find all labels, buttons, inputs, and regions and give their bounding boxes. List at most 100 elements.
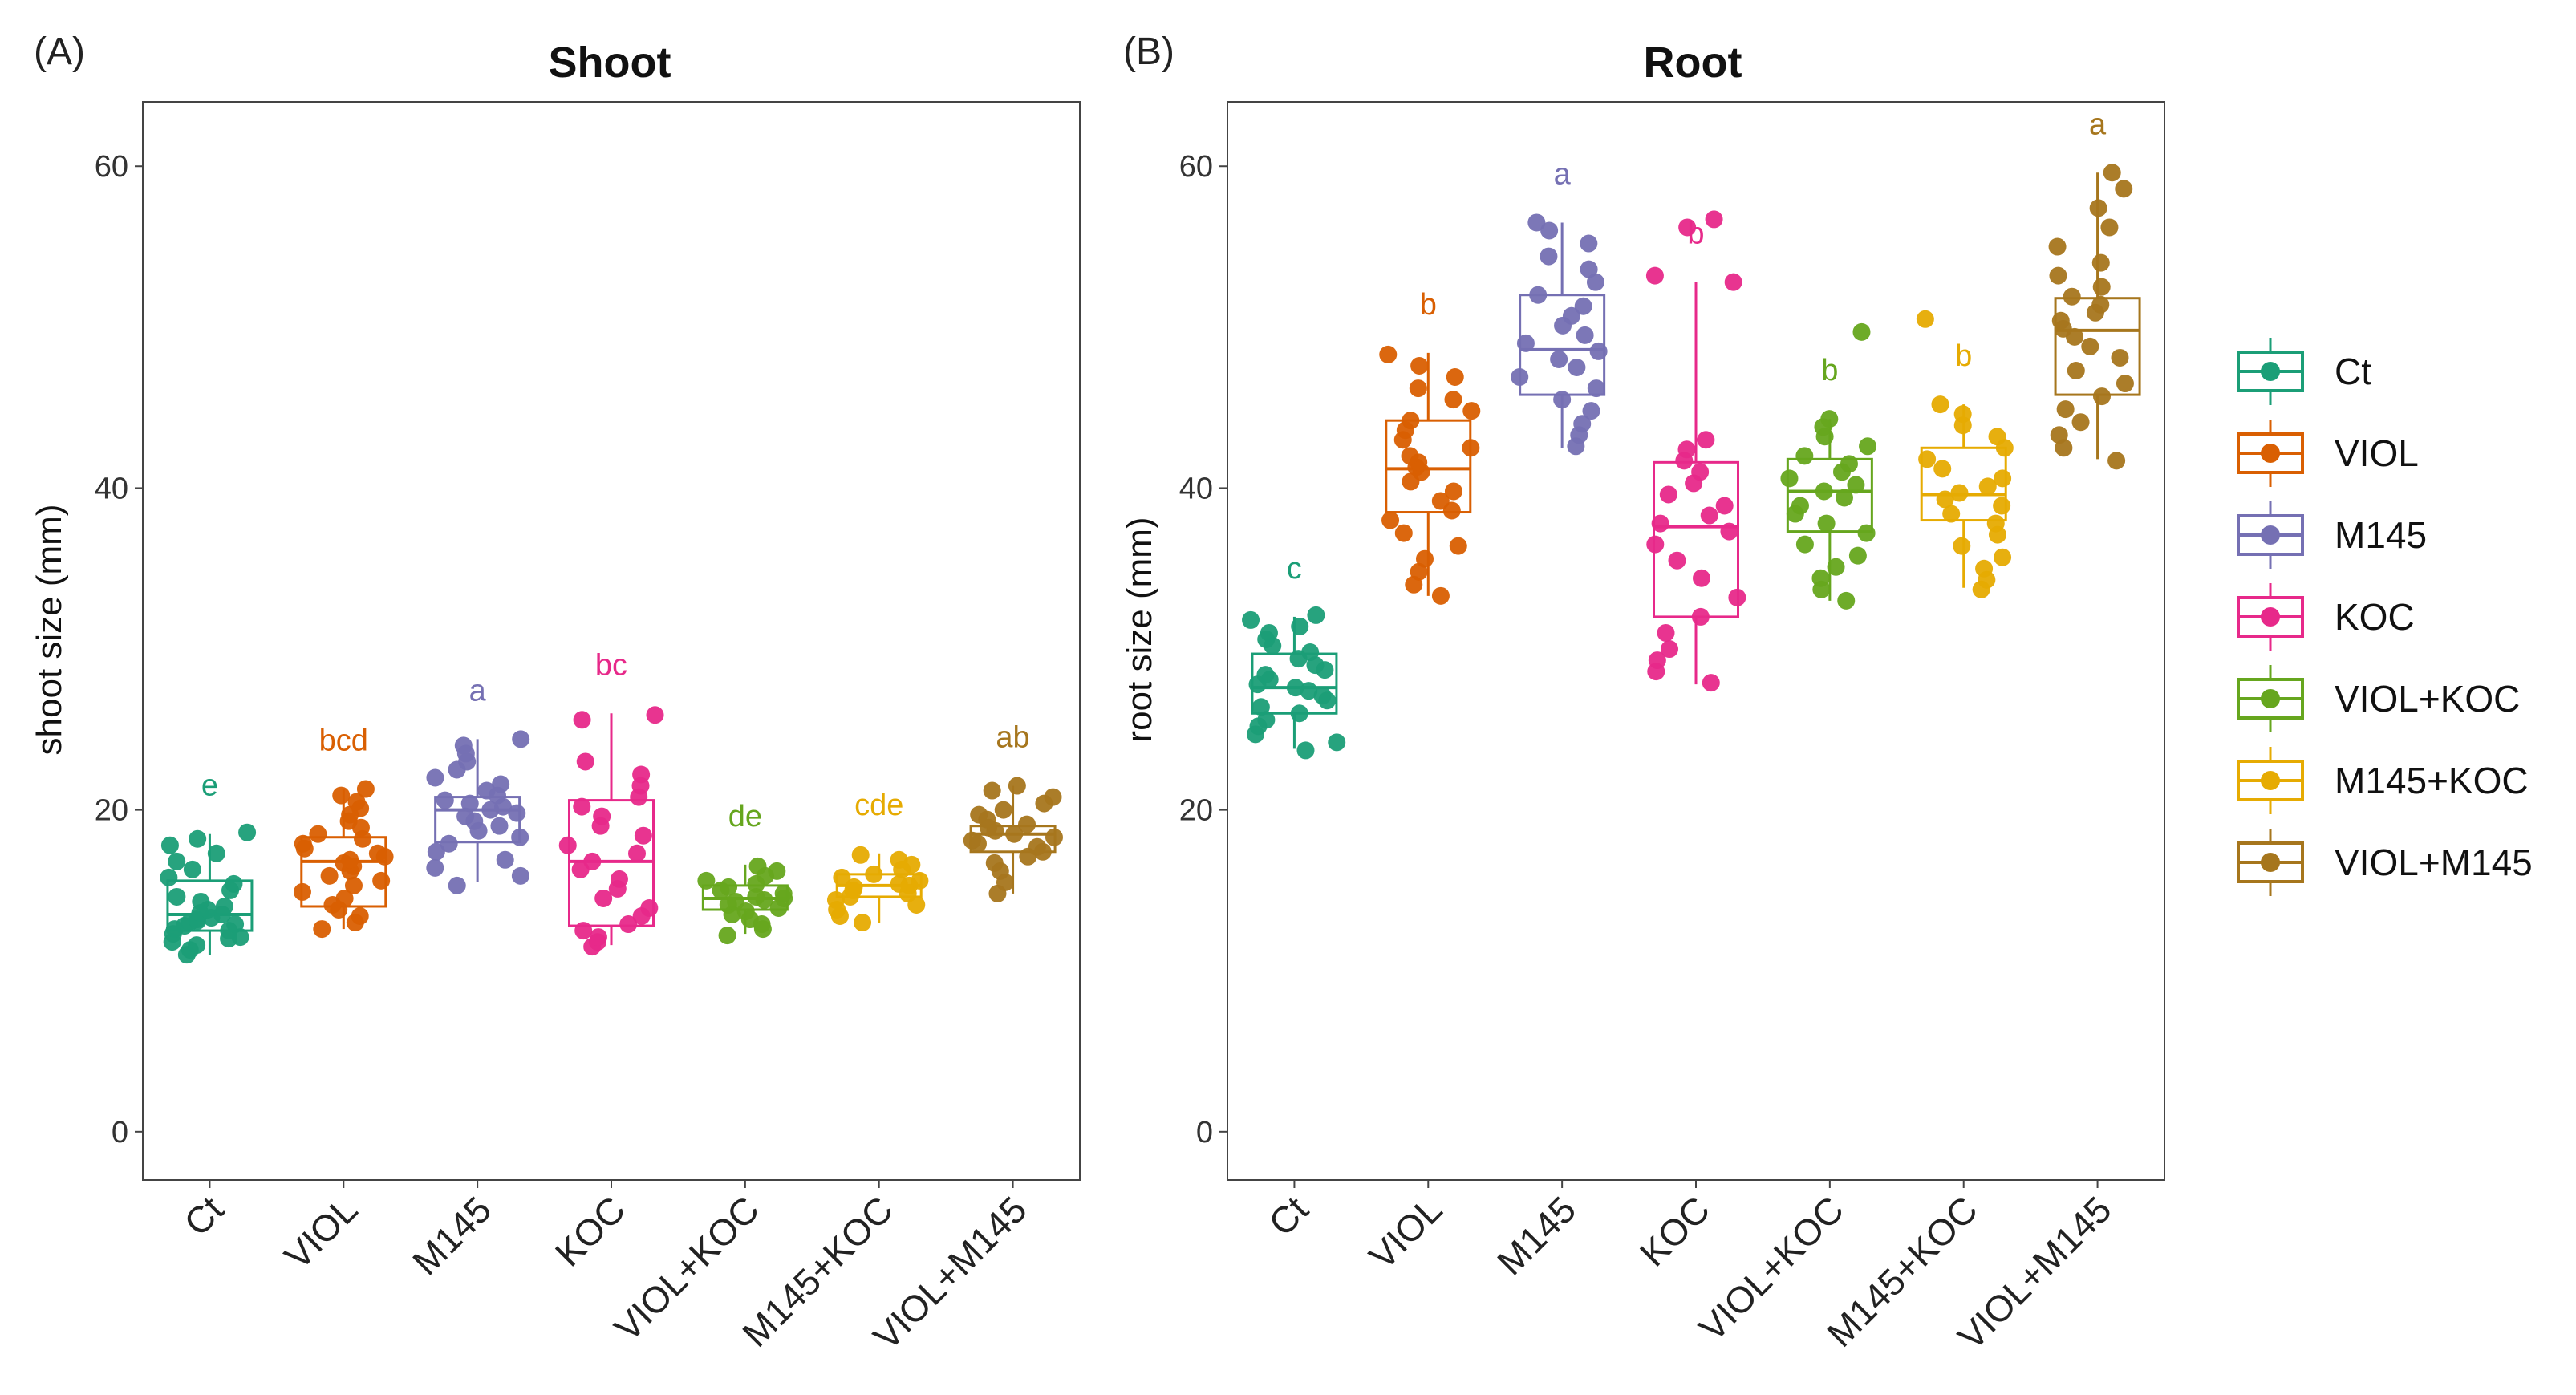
shoot-data-point xyxy=(309,825,327,843)
shoot-data-point xyxy=(774,884,793,902)
shoot-box-group-ct: e xyxy=(160,769,257,964)
legend-key-point xyxy=(2261,444,2280,463)
shoot-data-point xyxy=(168,852,186,870)
root-data-point xyxy=(1795,447,1814,465)
root-data-point xyxy=(1697,431,1715,449)
legend-key-point xyxy=(2261,689,2280,708)
shoot-data-point xyxy=(646,706,664,724)
root-significance-letter: b xyxy=(1687,217,1704,251)
root-data-point xyxy=(1256,666,1275,684)
root-data-point xyxy=(1852,322,1871,341)
root-data-point xyxy=(2100,218,2119,237)
root-data-point xyxy=(1431,586,1450,605)
shoot-data-point xyxy=(215,897,233,915)
shoot-data-point xyxy=(183,860,201,878)
shoot-data-point xyxy=(747,887,765,906)
shoot-box-group-koc: bc xyxy=(558,648,664,956)
shoot-y-tick-label: 40 xyxy=(95,472,128,505)
root-significance-letter: a xyxy=(2089,107,2107,141)
root-data-point xyxy=(1728,588,1746,606)
root-data-point xyxy=(1693,569,1711,587)
shoot-data-point xyxy=(994,801,1012,819)
root-data-point xyxy=(1857,524,1876,542)
shoot-data-point xyxy=(508,804,526,822)
root-data-point xyxy=(1993,497,2011,515)
root-data-point xyxy=(1645,266,1664,285)
legend-item-viol-m145: VIOL+M145 xyxy=(2237,829,2533,896)
shoot-data-point xyxy=(160,836,179,854)
legend-label: KOC xyxy=(2335,596,2415,638)
root-box-group-ct: c xyxy=(1242,552,1346,760)
root-data-point xyxy=(1780,469,1799,488)
root-data-point xyxy=(1657,623,1675,642)
shoot-y-tick-label: 60 xyxy=(95,150,128,184)
shoot-significance-letter: de xyxy=(728,800,762,833)
legend-key-point xyxy=(2261,362,2280,381)
root-data-point xyxy=(1677,440,1696,459)
root-y-tick-label: 40 xyxy=(1179,472,1213,505)
root-data-point xyxy=(1409,379,1427,398)
shoot-data-point xyxy=(356,780,375,798)
shoot-significance-letter: bcd xyxy=(319,724,368,758)
shoot-box xyxy=(568,799,655,927)
shoot-data-point xyxy=(985,854,1004,872)
shoot-data-point xyxy=(583,852,602,870)
root-data-point xyxy=(1715,497,1734,515)
root-data-point xyxy=(1827,558,1845,576)
root-data-point xyxy=(1568,358,1586,376)
shoot-data-point xyxy=(372,871,391,890)
shoot-data-point xyxy=(748,857,767,875)
root-data-point xyxy=(1705,210,1723,229)
panel-label-b: (B) xyxy=(1123,30,1174,73)
shoot-data-point xyxy=(313,920,331,939)
shoot-data-point xyxy=(1005,825,1024,843)
shoot-data-point xyxy=(697,871,716,890)
root-data-point xyxy=(1296,741,1315,760)
shoot-data-point xyxy=(477,781,496,800)
shoot-y-tick-label: 0 xyxy=(112,1116,128,1150)
shoot-box-group-viol-m145: ab xyxy=(963,721,1063,902)
root-data-point xyxy=(1953,405,1972,424)
root-data-point xyxy=(1301,643,1320,662)
root-data-point xyxy=(1918,450,1937,468)
shoot-data-point xyxy=(1018,815,1036,833)
shoot-data-point xyxy=(189,829,207,848)
shoot-data-point xyxy=(1028,837,1046,856)
root-data-point xyxy=(1431,492,1450,510)
shoot-data-point xyxy=(427,842,445,861)
root-box-group-m145-koc: b xyxy=(1916,310,2014,598)
legend-label: M145+KOC xyxy=(2335,760,2529,801)
shoot-data-point xyxy=(619,915,638,934)
shoot-box-group-viol: bcd xyxy=(293,724,394,939)
shoot-data-point xyxy=(970,805,988,824)
shoot-data-point xyxy=(188,936,206,955)
root-data-point xyxy=(1840,455,1858,473)
shoot-title: Shoot xyxy=(549,39,671,87)
shoot-data-point xyxy=(833,868,851,886)
legend-item-m145: M145 xyxy=(2237,501,2427,569)
root-data-point xyxy=(1661,640,1679,659)
shoot-data-point xyxy=(865,865,883,883)
shoot-data-point xyxy=(854,914,872,932)
legend-key-point xyxy=(2261,607,2280,627)
shoot-data-point xyxy=(640,898,659,917)
legend-key-point xyxy=(2261,853,2280,872)
shoot-data-point xyxy=(192,892,210,910)
root-data-point xyxy=(1678,218,1697,237)
root-data-point xyxy=(2092,387,2111,406)
legend-label: Ct xyxy=(2335,351,2371,392)
root-y-tick-label: 0 xyxy=(1196,1116,1213,1150)
root-data-point xyxy=(1550,350,1568,368)
shoot-data-point xyxy=(890,850,908,869)
root-data-point xyxy=(2071,413,2090,432)
shoot-data-point xyxy=(293,882,311,901)
shoot-data-point xyxy=(718,927,736,945)
root-data-point xyxy=(1691,607,1710,626)
root-box xyxy=(1385,419,1472,514)
legend-key-point xyxy=(2261,771,2280,790)
root-data-point xyxy=(1916,310,1934,328)
root-data-point xyxy=(1527,213,1546,232)
root-data-point xyxy=(2107,452,2126,470)
root-data-point xyxy=(1444,391,1462,409)
root-data-point xyxy=(1942,505,1961,523)
